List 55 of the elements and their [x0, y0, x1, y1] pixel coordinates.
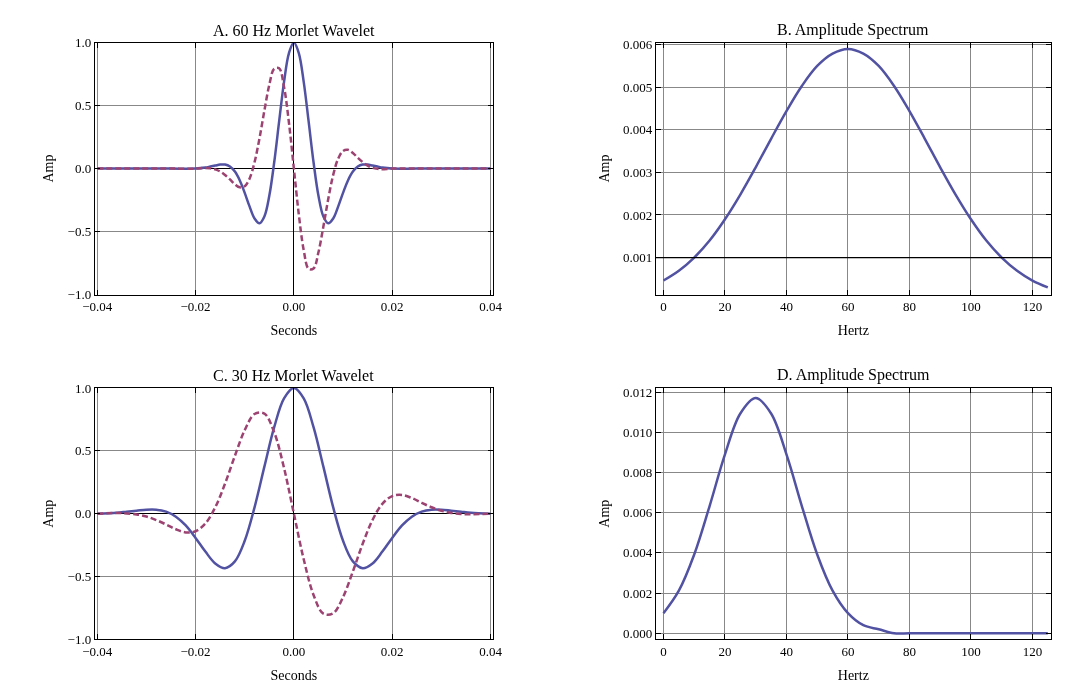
y-tick-label: 0.006: [622, 505, 653, 521]
x-tick-label: 120: [1022, 643, 1043, 659]
y-tick-label: 0.008: [622, 464, 653, 480]
x-tick-label: 0: [660, 299, 667, 315]
x-tick-label: −0.02: [180, 643, 211, 659]
x-tick-label: 40: [779, 299, 793, 315]
x-tick-label: 0.02: [380, 299, 404, 315]
x-tick-label: 0: [660, 643, 667, 659]
y-tick-label: 1.0: [74, 35, 92, 51]
chart-title: B. Amplitude Spectrum: [777, 21, 930, 39]
y-tick-label: 0.000: [622, 625, 653, 641]
y-tick-label: 0.006: [622, 37, 653, 53]
x-tick-label: 0.00: [282, 643, 306, 659]
x-tick-label: 40: [779, 643, 793, 659]
y-axis-title: Amp: [596, 499, 612, 528]
x-axis-title: Hertz: [837, 668, 869, 684]
y-tick-label: 0.012: [622, 384, 653, 400]
x-axis-title: Seconds: [270, 668, 318, 684]
y-tick-label: 0.004: [622, 122, 653, 138]
x-tick-label: 0.00: [282, 299, 306, 315]
y-tick-label: −0.5: [67, 224, 92, 240]
y-tick-label: 0.001: [622, 250, 653, 266]
x-tick-label: 0.02: [380, 643, 404, 659]
y-tick-label: 0.004: [622, 545, 653, 561]
x-tick-label: 100: [961, 643, 981, 659]
x-tick-label: 120: [1022, 299, 1043, 315]
chart-title: D. Amplitude Spectrum: [777, 366, 930, 384]
y-tick-label: 0.005: [622, 79, 653, 95]
y-axis-title: Amp: [41, 154, 57, 183]
y-tick-label: 0.5: [74, 98, 92, 114]
x-tick-label: 20: [718, 643, 732, 659]
y-tick-label: 1.0: [74, 380, 92, 396]
x-tick-label: −0.02: [180, 299, 211, 315]
x-tick-label: 80: [902, 643, 916, 659]
x-tick-label: 60: [841, 299, 855, 315]
x-axis-title: Seconds: [270, 323, 318, 339]
chart-title: A. 60 Hz Morlet Wavelet: [213, 22, 376, 39]
y-tick-label: 0.002: [622, 207, 653, 223]
y-axis-title: Amp: [41, 499, 57, 528]
y-tick-label: −0.5: [67, 569, 92, 585]
x-tick-label: 100: [961, 299, 981, 315]
x-tick-label: 80: [902, 299, 916, 315]
chart-title: C. 30 Hz Morlet Wavelet: [213, 367, 375, 384]
x-tick-label: 60: [841, 643, 855, 659]
y-tick-label: 0.0: [74, 161, 92, 177]
x-tick-label: 20: [718, 299, 732, 315]
x-axis-title: Hertz: [837, 323, 869, 339]
y-axis-title: Amp: [596, 154, 612, 183]
x-tick-label: 0.04: [479, 643, 503, 659]
y-tick-label: 0.010: [622, 424, 653, 440]
y-tick-label: 0.002: [622, 585, 653, 601]
y-tick-label: 0.5: [74, 443, 92, 459]
y-tick-label: 0.0: [74, 506, 92, 522]
y-tick-label: 0.003: [622, 164, 653, 180]
x-tick-label: 0.04: [479, 299, 503, 315]
